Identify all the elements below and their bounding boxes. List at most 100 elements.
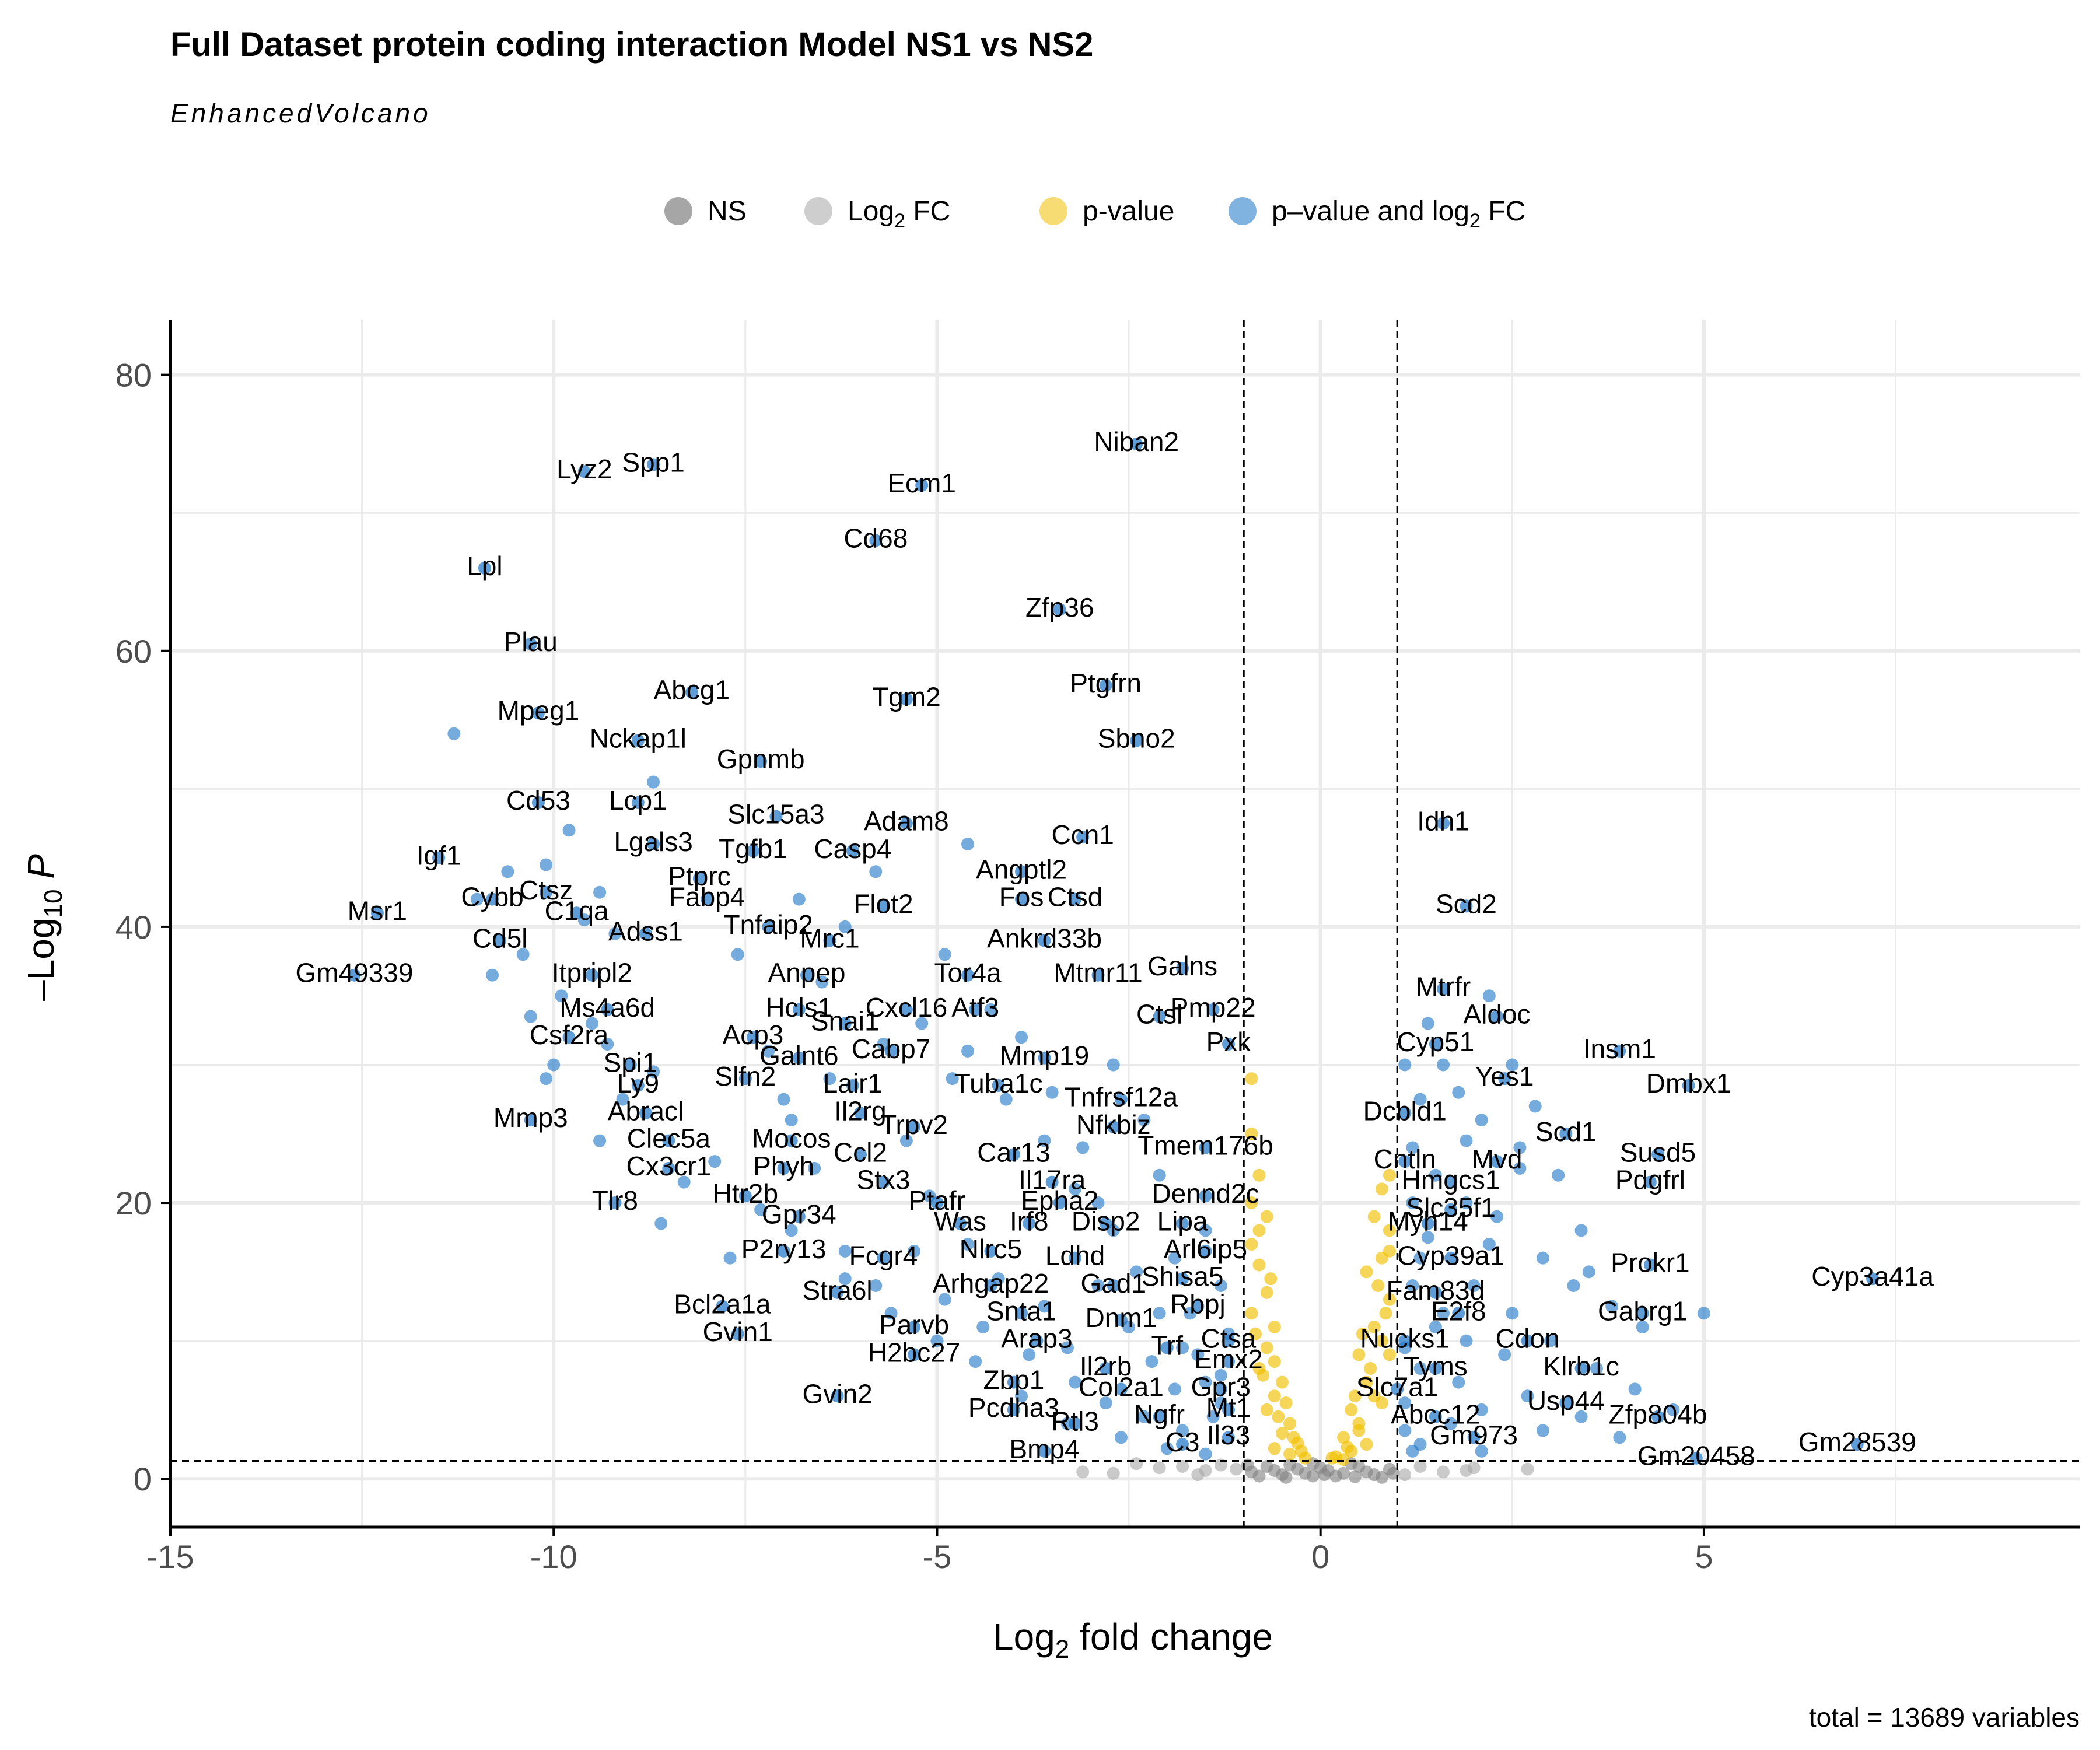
point-both (1452, 1086, 1465, 1099)
point-labeled (1437, 817, 1450, 830)
point-labeled (1153, 1010, 1166, 1023)
point-p (1260, 1286, 1273, 1299)
point-labeled (1038, 1444, 1051, 1458)
point-both (1582, 1265, 1595, 1279)
point-ns (1268, 1464, 1281, 1478)
point-labeled (900, 1003, 913, 1016)
gene-label: Mtmr11 (1054, 958, 1143, 988)
point-both (1413, 1251, 1427, 1265)
gene-label: Angptl2 (976, 854, 1067, 884)
point-labeled (831, 1286, 844, 1299)
point-p (1245, 1072, 1258, 1086)
point-both (1398, 1424, 1412, 1437)
gene-label: Atf3 (951, 992, 999, 1023)
gene-label: Plau (504, 626, 558, 657)
point-both (647, 775, 660, 789)
gene-label: Arhgap22 (933, 1268, 1049, 1298)
point-labeled (908, 1120, 921, 1133)
point-fc (1191, 1468, 1205, 1482)
gene-label: Scd2 (1436, 888, 1497, 919)
gene-label: Clec5a (627, 1124, 711, 1154)
point-labeled (992, 1079, 1005, 1092)
point-labeled (1613, 1044, 1626, 1058)
point-labeled (984, 1244, 998, 1258)
point-labeled (846, 1079, 859, 1092)
point-labeled (1015, 865, 1028, 878)
gene-label: Zbp1 (983, 1365, 1044, 1395)
gene-label: Gm20458 (1637, 1441, 1755, 1471)
gene-label: Ctsd (1048, 882, 1103, 912)
point-both (1521, 1390, 1534, 1403)
gene-label: Sbno2 (1098, 723, 1175, 754)
point-both (1153, 1168, 1166, 1182)
point-both (1023, 1348, 1036, 1362)
point-labeled (1153, 1410, 1166, 1423)
point-labeled (930, 1196, 944, 1210)
point-p (1256, 1368, 1270, 1382)
point-both (915, 1017, 929, 1030)
point-labeled (884, 1044, 898, 1058)
gene-label: Cntln (1374, 1144, 1436, 1174)
gene-label: Tmem176b (1138, 1130, 1273, 1160)
point-both (1475, 1403, 1488, 1416)
point-ns (1318, 1468, 1331, 1482)
point-labeled (1030, 1334, 1044, 1348)
point-labeled (1391, 1382, 1404, 1396)
gene-label: Gabrg1 (1598, 1296, 1687, 1326)
point-both (762, 1044, 775, 1058)
point-both (969, 1355, 982, 1368)
point-both (1628, 1382, 1642, 1396)
point-labeled (1007, 1148, 1020, 1161)
gene-label: Cd53 (506, 785, 570, 816)
gene-label: Ctsz (519, 875, 573, 905)
gene-label: Nckap1l (590, 723, 687, 754)
gene-label: Ptprc (668, 861, 730, 891)
gene-label: Il2rb (1080, 1351, 1132, 1381)
point-labeled (915, 478, 929, 492)
point-p (1360, 1265, 1373, 1279)
gene-label: Igf1 (416, 841, 461, 871)
point-both (1452, 1376, 1465, 1389)
point-both (616, 1093, 629, 1106)
point-ns (1329, 1469, 1342, 1483)
gene-label: Pmp22 (1171, 992, 1256, 1023)
cutoff-lines (170, 320, 2080, 1527)
gene-label: Mocos (752, 1124, 831, 1154)
gene-label: Zfp804b (1609, 1399, 1707, 1430)
point-labeled (1053, 1196, 1066, 1210)
point-labeled (1866, 1272, 1880, 1286)
point-labeled (869, 534, 883, 547)
point-fc (1176, 1460, 1189, 1473)
gene-label: Irf8 (1010, 1206, 1048, 1237)
gene-label: Nucks1 (1360, 1324, 1450, 1354)
point-both (540, 858, 553, 872)
gene-label: Was (934, 1206, 986, 1237)
point-p (1268, 1442, 1281, 1455)
point-labeled (1460, 900, 1473, 913)
labeled-points (348, 437, 1880, 1465)
point-labeled (792, 1210, 806, 1223)
point-labeled (738, 1189, 752, 1203)
gene-label: Gvin2 (802, 1378, 872, 1409)
point-labeled (1199, 1189, 1212, 1203)
gene-label: Cd68 (844, 523, 908, 554)
point-both (961, 1238, 975, 1251)
point-both (938, 1293, 951, 1306)
point-p (1337, 1453, 1350, 1466)
point-both (723, 1251, 737, 1265)
gene-label: Gpr3 (1191, 1371, 1251, 1402)
point-labeled (1176, 961, 1189, 975)
x-tick-label: -15 (147, 1538, 194, 1575)
point-p (1382, 1244, 1396, 1258)
point-fc (1460, 1464, 1473, 1478)
gene-label: Spi1 (604, 1047, 657, 1077)
point-both (1160, 1442, 1174, 1455)
point-labeled (1398, 1334, 1412, 1348)
point-labeled (1444, 1203, 1458, 1216)
point-both (1406, 1141, 1419, 1154)
caption: total = 13689 variables (1809, 1702, 2080, 1732)
point-both (1574, 1410, 1588, 1423)
point-labeled (1191, 1300, 1205, 1313)
point-both (938, 948, 951, 961)
gene-label: Gm973 (1430, 1420, 1518, 1450)
